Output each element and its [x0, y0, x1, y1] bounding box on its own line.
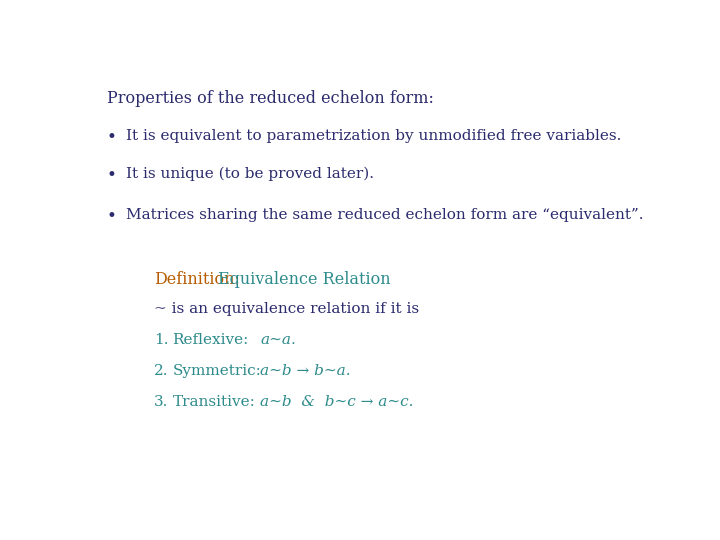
- Text: •: •: [107, 208, 117, 225]
- Text: 2.: 2.: [154, 364, 168, 378]
- Text: Transitive:: Transitive:: [173, 395, 256, 409]
- Text: a∼b → b∼a.: a∼b → b∼a.: [260, 364, 351, 378]
- Text: a∼a.: a∼a.: [260, 333, 296, 347]
- Text: a∼b  &  b∼c → a∼c.: a∼b & b∼c → a∼c.: [260, 395, 414, 409]
- Text: Matrices sharing the same reduced echelon form are “equivalent”.: Matrices sharing the same reduced echelo…: [126, 208, 644, 222]
- Text: Properties of the reduced echelon form:: Properties of the reduced echelon form:: [107, 90, 433, 107]
- Text: Symmetric:: Symmetric:: [173, 364, 261, 378]
- Text: It is unique (to be proved later).: It is unique (to be proved later).: [126, 167, 374, 181]
- Text: •: •: [107, 129, 117, 146]
- Text: Definition:: Definition:: [154, 271, 240, 288]
- Text: ~ is an equivalence relation if it is: ~ is an equivalence relation if it is: [154, 302, 419, 316]
- Text: Equivalence Relation: Equivalence Relation: [218, 271, 391, 288]
- Text: Reflexive:: Reflexive:: [173, 333, 249, 347]
- Text: 3.: 3.: [154, 395, 168, 409]
- Text: •: •: [107, 167, 117, 184]
- Text: It is equivalent to parametrization by unmodified free variables.: It is equivalent to parametrization by u…: [126, 129, 621, 143]
- Text: 1.: 1.: [154, 333, 168, 347]
